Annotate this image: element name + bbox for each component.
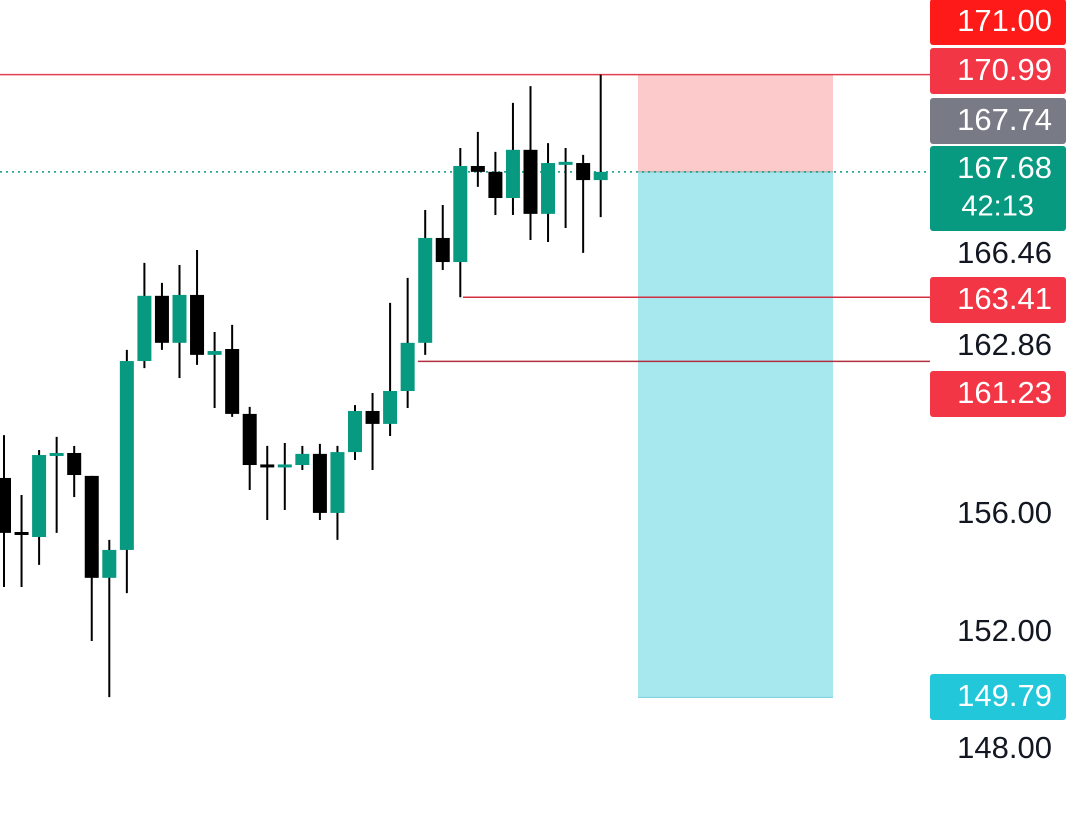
price-badge: 167.68 42:13 [930, 146, 1066, 231]
candle-body [102, 549, 117, 578]
candle-body [593, 171, 608, 181]
candle-body [154, 295, 169, 343]
candle-body [453, 165, 468, 263]
y-tick-label: 156.00 [957, 495, 1052, 530]
badge-label: 167.74 [957, 102, 1052, 137]
badge-label: 171.00 [957, 3, 1052, 38]
candle-body [400, 342, 415, 391]
badge-label: 149.79 [957, 678, 1052, 713]
candle-body [383, 390, 398, 424]
candle-body [32, 455, 47, 537]
badge-label: 163.41 [957, 281, 1052, 316]
badge-background [930, 98, 1066, 144]
price-badge: 163.41 [930, 277, 1066, 323]
price-badge: 171.00 [930, 0, 1066, 45]
candle-body [470, 165, 485, 172]
candle-body [49, 452, 64, 456]
candle-body [84, 475, 99, 578]
candle-body [260, 464, 275, 468]
y-tick-label: 152.00 [957, 613, 1052, 648]
price-badge: 170.99 [930, 48, 1066, 94]
candle-body [242, 413, 257, 466]
candle-body [312, 453, 327, 513]
candle-body [330, 452, 345, 513]
candle-body [172, 294, 187, 343]
candle-body [558, 161, 573, 165]
candle-body [418, 237, 433, 343]
candle-body [0, 477, 11, 533]
stop-zone [638, 74, 833, 172]
y-tick-label: 148.00 [957, 730, 1052, 765]
candle-body [295, 453, 310, 466]
candle-body [541, 163, 556, 214]
y-tick-label: 162.86 [957, 327, 1052, 362]
candle-body [277, 464, 292, 468]
badge-background [930, 48, 1066, 94]
badge-background [930, 674, 1066, 720]
badge-label: 170.99 [957, 52, 1052, 87]
candle-body [225, 348, 240, 414]
price-badge: 149.79 [930, 674, 1066, 720]
candle-body [119, 361, 134, 550]
candle-body [435, 237, 450, 263]
countdown: 42:13 [961, 191, 1034, 223]
badge-background [930, 277, 1066, 323]
badge-background [930, 0, 1066, 45]
badge-background [930, 146, 1066, 231]
badge-label: 167.68 [957, 150, 1052, 185]
candle-body [576, 163, 591, 181]
badge-label: 161.23 [957, 375, 1052, 410]
candle-body [523, 149, 538, 214]
candle-body [207, 351, 222, 355]
candle-body [190, 294, 205, 355]
candle-body [137, 295, 152, 362]
candle-body [488, 171, 503, 198]
price-badge: 161.23 [930, 371, 1066, 417]
candle-body [505, 149, 520, 198]
price-badge: 167.74 [930, 98, 1066, 144]
badge-background [930, 371, 1066, 417]
candle-body [348, 410, 362, 453]
candle-body [14, 532, 29, 536]
y-tick-label: 166.46 [957, 235, 1052, 270]
candle-body [67, 452, 82, 476]
candle-body [365, 410, 380, 424]
target-zone [638, 171, 833, 698]
